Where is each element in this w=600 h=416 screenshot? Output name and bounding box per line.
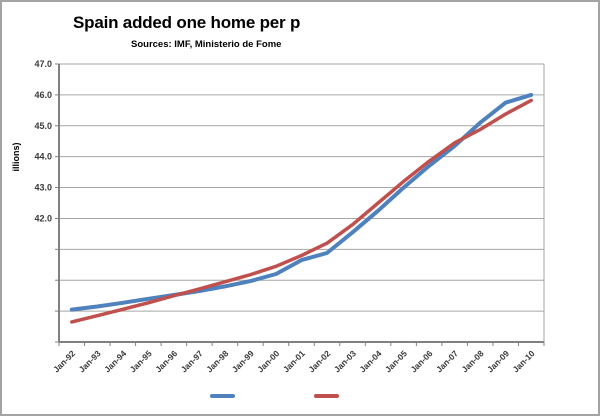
x-tick-label: Jan-98	[204, 348, 230, 374]
blue-series-line	[69, 92, 534, 312]
chart-subtitle: Sources: IMF, Ministerio de Fome	[131, 39, 282, 50]
legend-swatch-red-series	[314, 394, 339, 398]
x-tick-label: Jan-97	[179, 348, 205, 374]
y-tick-label: 44.0	[34, 152, 52, 162]
x-tick-label: Jan-06	[408, 348, 434, 374]
chart-title: Spain added one home per p	[73, 13, 301, 32]
x-tick-label: Jan-07	[434, 348, 460, 374]
x-tick-label: Jan-00	[255, 348, 281, 374]
x-tick-label: Jan-94	[102, 348, 128, 374]
legend-swatch-blue-series	[210, 394, 235, 398]
y-tick-label: 45.0	[34, 121, 52, 131]
red-series-line	[70, 98, 533, 324]
x-tick-label: Jan-92	[51, 348, 77, 374]
y-tick-label: 42.0	[34, 213, 52, 223]
x-tick-label: Jan-02	[306, 348, 332, 374]
x-tick-label: Jan-95	[128, 348, 154, 374]
x-tick-label: Jan-01	[281, 348, 307, 374]
x-tick-label: Jan-96	[153, 348, 179, 374]
x-tick-label: Jan-93	[77, 348, 103, 374]
x-tick-label: Jan-10	[511, 348, 537, 374]
y-tick-label: 43.0	[34, 183, 52, 193]
x-tick-label: Jan-03	[332, 348, 358, 374]
x-tick-label: Jan-09	[485, 348, 511, 374]
x-tick-label: Jan-04	[357, 348, 383, 374]
x-tick-label: Jan-05	[383, 348, 409, 374]
x-tick-label: Jan-99	[230, 348, 256, 374]
y-tick-label: 46.0	[34, 90, 52, 100]
x-tick-label: Jan-08	[459, 348, 485, 374]
y-tick-label: 47.0	[34, 59, 52, 69]
